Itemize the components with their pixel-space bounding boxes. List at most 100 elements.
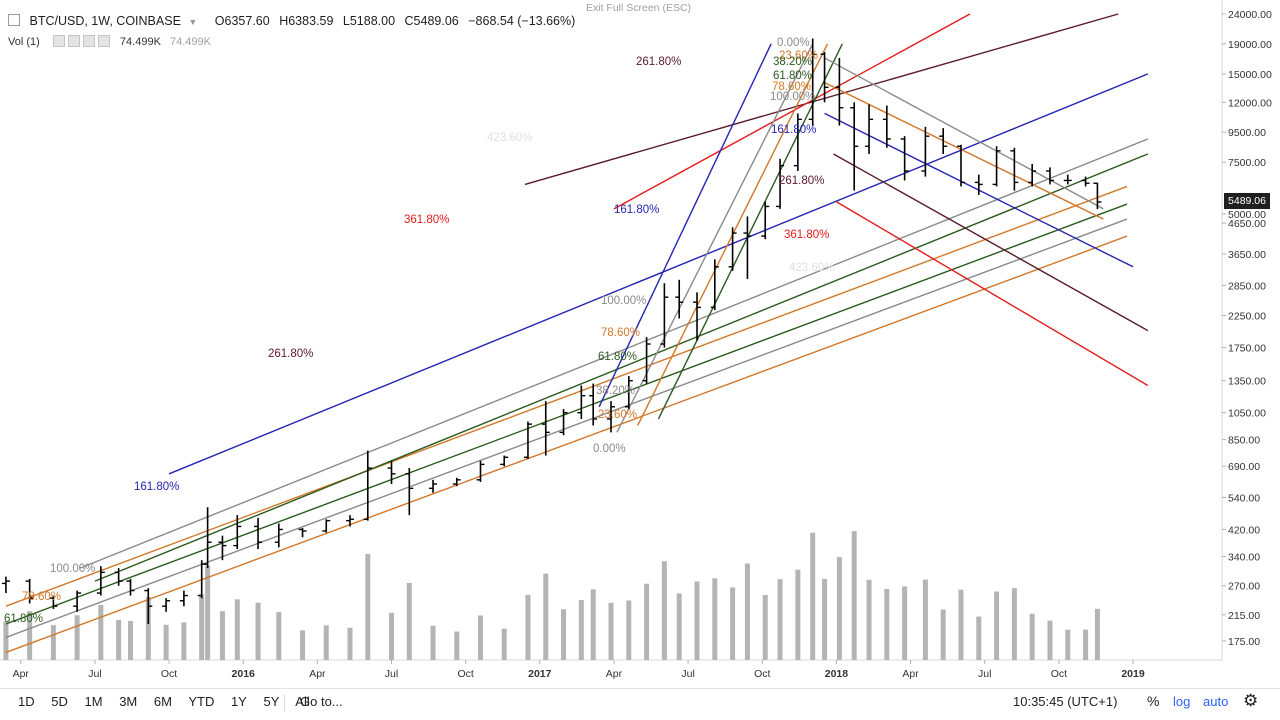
volume-bar xyxy=(276,612,282,660)
time-tick-label: Jul xyxy=(681,668,694,680)
time-tick-label: Apr xyxy=(902,668,919,680)
fib-trend-line xyxy=(5,203,1128,625)
price-tick-label: 850.00 xyxy=(1228,435,1260,447)
volume-bar xyxy=(501,628,507,660)
volume-bar xyxy=(525,594,531,660)
volume-label[interactable]: Vol (1) xyxy=(8,36,40,48)
volume-bar xyxy=(994,591,1000,660)
fib-trend-line xyxy=(824,82,1104,220)
price-tick-label: 540.00 xyxy=(1228,492,1260,504)
timeframe-6m-button[interactable]: 6M xyxy=(153,694,172,709)
timeframe-ytd-button[interactable]: YTD xyxy=(188,694,215,709)
toolbar-divider xyxy=(284,694,285,712)
price-tick-label: 24000.00 xyxy=(1228,9,1272,21)
fib-level-label: 78.60% xyxy=(772,81,811,93)
price-tick-label: 1350.00 xyxy=(1228,376,1266,388)
volume-bar xyxy=(234,599,240,660)
open-value: O6357.60 xyxy=(214,14,270,28)
fib-level-label: 261.80% xyxy=(779,175,824,187)
volume-bar xyxy=(323,625,329,660)
volume-bar xyxy=(1047,620,1053,660)
time-tick-label: 2018 xyxy=(825,668,849,680)
fib-level-label: 100.00% xyxy=(50,563,95,575)
log-scale-toggle[interactable]: log xyxy=(1173,694,1191,709)
gear-icon[interactable]: ⚙ xyxy=(1243,691,1259,710)
volume-bar xyxy=(1011,588,1017,660)
price-tick-label: 19000.00 xyxy=(1228,39,1272,51)
exit-fullscreen-hint[interactable]: Exit Full Screen (ESC) xyxy=(586,2,692,14)
volume-bar xyxy=(730,587,736,660)
price-tick-label: 2250.00 xyxy=(1228,311,1266,323)
volume-bar xyxy=(1065,629,1071,660)
price-tick-label: 7500.00 xyxy=(1228,157,1266,169)
volume-bar xyxy=(116,619,122,660)
timeframe-1m-button[interactable]: 1M xyxy=(84,694,103,709)
volume-bar xyxy=(902,586,908,660)
volume-bar xyxy=(712,578,718,660)
volume-bar xyxy=(128,621,134,660)
volume-bar xyxy=(199,594,205,660)
volume-bar xyxy=(365,553,371,660)
volume-bar xyxy=(676,593,682,660)
time-tick-label: Oct xyxy=(754,668,770,680)
volume-bar xyxy=(1029,613,1035,660)
timeframe-buttons: 1D 5D 1M 3M 6M YTD 1Y 5Y All xyxy=(18,694,323,709)
percent-scale-toggle[interactable]: % xyxy=(1147,693,1160,709)
time-tick-label: Apr xyxy=(13,668,30,680)
price-tick-label: 340.00 xyxy=(1228,551,1260,563)
timeframe-5y-button[interactable]: 5Y xyxy=(263,694,280,709)
volume-bar xyxy=(626,600,632,660)
more-icon[interactable] xyxy=(97,35,110,47)
volume-bar xyxy=(181,622,187,660)
low-value: L5188.00 xyxy=(342,14,396,28)
price-tick-label: 215.00 xyxy=(1228,610,1260,622)
volume-bar xyxy=(1083,629,1089,660)
chevron-down-icon[interactable]: ▼ xyxy=(188,17,198,27)
timeframe-all-button[interactable]: All xyxy=(295,694,310,709)
eye-icon[interactable] xyxy=(52,35,65,47)
fib-level-label: 361.80% xyxy=(404,214,449,226)
volume-ma-value: 74.499K xyxy=(169,36,211,48)
volume-bar xyxy=(578,600,584,660)
volume-bar xyxy=(50,625,56,660)
price-tick-label: 2850.00 xyxy=(1228,280,1266,292)
timeframe-5d-button[interactable]: 5D xyxy=(51,694,68,709)
last-price-tag: 5489.06 xyxy=(1224,193,1270,209)
timeframe-3m-button[interactable]: 3M xyxy=(119,694,138,709)
volume-bar xyxy=(145,596,151,660)
chart-area[interactable]: 24000.00 19000.00 15000.00 12000.00 9500.00 7… xyxy=(0,0,1280,685)
volume-bar xyxy=(347,627,353,660)
time-tick-label: Jul xyxy=(978,668,991,680)
auto-scale-toggle[interactable]: auto xyxy=(1203,694,1229,709)
time-tick-label: 2016 xyxy=(232,668,256,680)
clock-display[interactable]: 10:35:45 (UTC+1) xyxy=(1013,694,1118,709)
volume-bar xyxy=(205,565,211,660)
fib-level-label: 423.60% xyxy=(789,262,834,274)
legend-toggle-icon[interactable] xyxy=(8,14,20,26)
settings-icon[interactable] xyxy=(67,35,80,47)
volume-bar xyxy=(866,579,872,660)
timeframe-1y-button[interactable]: 1Y xyxy=(230,694,247,709)
time-tick-label: Jul xyxy=(88,668,101,680)
volume-bar xyxy=(744,563,750,660)
timeframe-1d-button[interactable]: 1D xyxy=(18,694,35,709)
volume-bar xyxy=(300,630,306,660)
volume-bar xyxy=(644,583,650,660)
close-icon[interactable] xyxy=(82,35,95,47)
symbol-label[interactable]: BTC/USD, 1W, COINBASE xyxy=(29,14,181,28)
fib-trend-line xyxy=(616,43,814,433)
volume-bar xyxy=(406,582,412,660)
fib-level-label: 61.80% xyxy=(598,351,637,363)
price-chart[interactable]: 24000.00 19000.00 15000.00 12000.00 9500.00 7… xyxy=(0,0,1280,685)
fib-level-label: 161.80% xyxy=(614,204,659,216)
time-tick-label: Jul xyxy=(385,668,398,680)
goto-date-button[interactable]: Go to... xyxy=(300,694,343,709)
volume-bar xyxy=(163,624,169,660)
fib-trend-line xyxy=(168,73,1149,475)
fib-trend-line xyxy=(598,43,772,408)
price-tick-label: 690.00 xyxy=(1228,461,1260,473)
price-tick-label: 12000.00 xyxy=(1228,97,1272,109)
price-tick-label: 9500.00 xyxy=(1228,127,1266,139)
fib-trend-line xyxy=(94,153,1149,582)
volume-bar xyxy=(255,602,261,660)
